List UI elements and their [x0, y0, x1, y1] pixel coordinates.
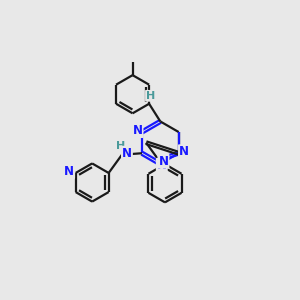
- Text: N: N: [64, 165, 74, 178]
- Text: H: H: [146, 91, 155, 101]
- Text: N: N: [179, 145, 189, 158]
- Text: N: N: [133, 124, 142, 137]
- Text: N: N: [122, 147, 132, 160]
- Text: N: N: [158, 155, 169, 168]
- Text: H: H: [116, 141, 125, 151]
- Text: N: N: [157, 159, 167, 172]
